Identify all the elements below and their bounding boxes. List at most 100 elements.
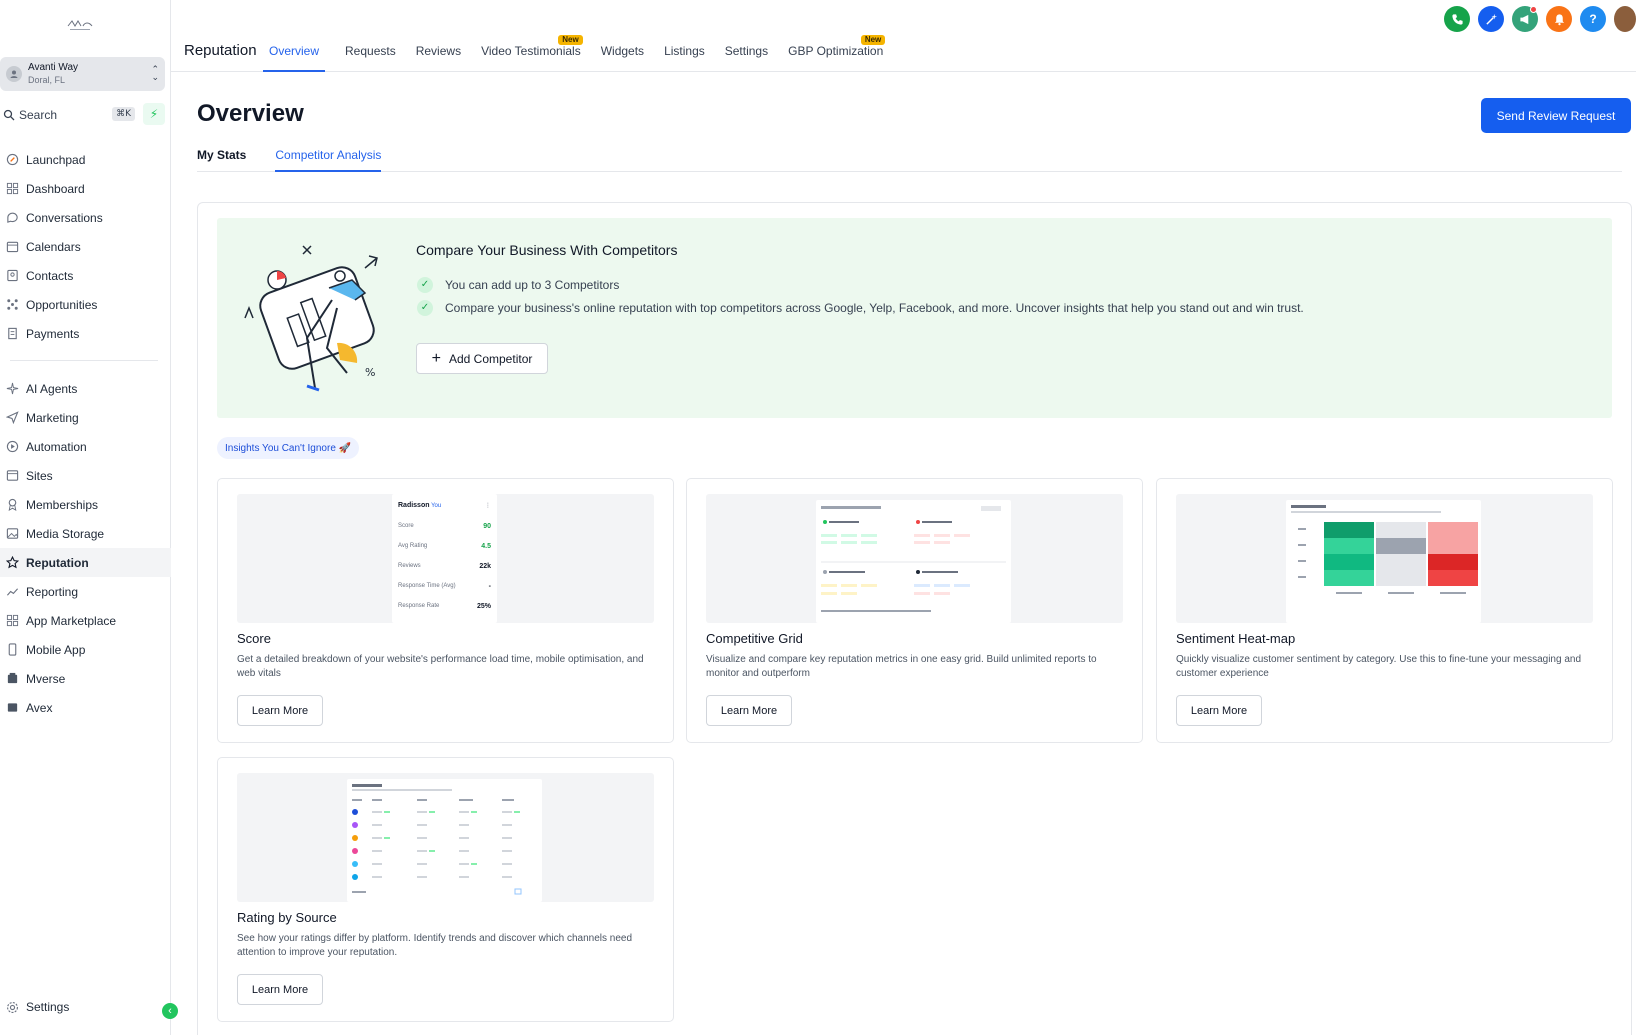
magic-icon[interactable] <box>1478 6 1504 32</box>
sidebar-settings[interactable]: Settings <box>5 1000 69 1014</box>
brand-logo[interactable] <box>66 18 94 34</box>
hero-bullet: ✓ Compare your business's online reputat… <box>417 296 1304 319</box>
tab-widgets[interactable]: Widgets <box>601 44 644 72</box>
quick-action-bolt-icon[interactable]: ⚡ <box>143 103 165 125</box>
learn-more-button[interactable]: Learn More <box>237 695 323 726</box>
mobile-icon <box>5 643 19 657</box>
help-icon[interactable]: ? <box>1580 6 1606 32</box>
card-competitive-grid: Competitive Grid Visualize and compare k… <box>686 478 1143 743</box>
sidebar-item-contacts[interactable]: Contacts <box>0 261 171 290</box>
top-actions: ? <box>1436 6 1636 32</box>
card-description: Quickly visualize customer sentiment by … <box>1176 654 1581 679</box>
sidebar-item-opportunities[interactable]: Opportunities <box>0 290 171 319</box>
search-input[interactable]: Search ⌘K <box>0 103 137 127</box>
tab-label: GBP Optimization <box>788 44 884 58</box>
sidebar-item-media-storage[interactable]: Media Storage <box>0 519 171 548</box>
sidebar-item-label: Reputation <box>26 555 89 570</box>
tab-overview[interactable]: Overview <box>263 44 326 72</box>
card-title: Sentiment Heat-map <box>1176 631 1296 646</box>
preview-value: 4.5 <box>481 542 491 550</box>
sidebar-item-memberships[interactable]: Memberships <box>0 490 171 519</box>
learn-more-button[interactable]: Learn More <box>237 974 323 1005</box>
preview-label: Reviews <box>398 563 421 569</box>
sidebar-item-label: Media Storage <box>26 526 105 541</box>
add-competitor-label: Add Competitor <box>448 351 533 366</box>
sidebar-item-dashboard[interactable]: Dashboard <box>0 174 171 203</box>
tab-gbp-optimization[interactable]: GBP Optimization New <box>788 35 886 72</box>
hero-bullet-text: Compare your business's online reputatio… <box>445 300 1304 315</box>
hero-bullet: ✓ You can add up to 3 Competitors <box>417 273 1304 296</box>
sidebar-item-calendars[interactable]: Calendars <box>0 232 171 261</box>
search-icon <box>3 109 15 121</box>
preview-header: Radisson <box>398 501 430 509</box>
competitive-grid-thumbnail <box>816 500 1011 623</box>
sidebar-item-label: Avex <box>26 700 53 715</box>
tab-settings[interactable]: Settings <box>725 44 768 72</box>
send-icon <box>5 411 19 425</box>
sidebar-divider <box>10 360 158 361</box>
megaphone-icon[interactable] <box>1512 6 1538 32</box>
gear-icon <box>5 1000 19 1014</box>
location-switcher[interactable]: Avanti Way Doral, FL ⌃ ⌄ <box>0 57 165 91</box>
sidebar-item-label: Payments <box>26 326 80 341</box>
sidebar-item-payments[interactable]: Payments <box>0 319 171 348</box>
sidebar-item-label: Calendars <box>26 239 81 254</box>
sidebar-item-conversations[interactable]: Conversations <box>0 203 171 232</box>
card-title: Rating by Source <box>237 910 337 925</box>
card-description: Get a detailed breakdown of your website… <box>237 654 644 679</box>
collapse-sidebar-button[interactable]: ‹ <box>162 1003 178 1019</box>
rating-source-thumbnail <box>347 779 542 902</box>
contacts-icon <box>5 269 19 283</box>
subtab-my-stats[interactable]: My Stats <box>197 148 247 162</box>
send-review-request-button[interactable]: Send Review Request <box>1481 98 1631 133</box>
competitor-analysis-panel: % Compare Your Business With Competitors… <box>197 202 1632 1035</box>
user-avatar[interactable] <box>1614 6 1636 32</box>
card-description: Visualize and compare key reputation met… <box>706 654 1097 679</box>
sidebar-item-avex[interactable]: Avex <box>0 693 171 722</box>
sidebar-nav-secondary: AI Agents Marketing Automation Sites Members… <box>0 374 171 722</box>
learn-more-button[interactable]: Learn More <box>706 695 792 726</box>
bell-icon[interactable] <box>1546 6 1572 32</box>
sidebar-item-sites[interactable]: Sites <box>0 461 171 490</box>
heatmap-thumbnail <box>1286 500 1481 623</box>
notification-dot <box>1530 6 1537 13</box>
phone-icon[interactable] <box>1444 6 1470 32</box>
learn-more-button[interactable]: Learn More <box>1176 695 1262 726</box>
page-title: Overview <box>197 100 304 127</box>
chat-icon <box>5 211 19 225</box>
sidebar-item-marketing[interactable]: Marketing <box>0 403 171 432</box>
sidebar-item-mobile-app[interactable]: Mobile App <box>0 635 171 664</box>
more-icon: ⋮ <box>485 502 491 509</box>
subtab-competitor-analysis[interactable]: Competitor Analysis <box>275 148 382 172</box>
sidebar-item-automation[interactable]: Automation <box>0 432 171 461</box>
location-name: Avanti Way <box>28 62 79 73</box>
sidebar-item-reporting[interactable]: Reporting <box>0 577 171 606</box>
svg-text:%: % <box>365 366 375 379</box>
card-title: Competitive Grid <box>706 631 803 646</box>
tab-requests[interactable]: Requests <box>345 44 396 72</box>
sidebar-item-mverse[interactable]: Mverse <box>0 664 171 693</box>
tab-video-testimonials[interactable]: Video Testimonials New <box>481 35 583 72</box>
tab-label: Overview <box>269 44 320 58</box>
hero-bullets: ✓ You can add up to 3 Competitors ✓ Comp… <box>417 273 1304 319</box>
sidebar-item-app-marketplace[interactable]: App Marketplace <box>0 606 171 635</box>
main-content: Overview Send Review Request My Stats Co… <box>171 72 1636 1035</box>
sidebar-item-reputation[interactable]: Reputation <box>0 548 171 577</box>
sidebar-item-launchpad[interactable]: Launchpad <box>0 145 171 174</box>
tab-label: Listings <box>664 44 705 58</box>
module-tabs: Overview Requests Reviews Video Testimonial… <box>263 35 903 72</box>
tab-listings[interactable]: Listings <box>664 44 705 72</box>
sparkle-icon <box>5 382 19 396</box>
tab-label: Widgets <box>600 44 645 58</box>
location-avatar-icon <box>6 66 22 82</box>
chevron-updown-icon: ⌃ ⌄ <box>151 64 159 82</box>
competitor-illustration: % <box>244 245 378 392</box>
tab-reviews[interactable]: Reviews <box>416 44 461 72</box>
grid-icon <box>5 182 19 196</box>
sidebar-item-label: Dashboard <box>26 181 85 196</box>
add-competitor-button[interactable]: + Add Competitor <box>416 343 548 374</box>
preview-badge: You <box>431 502 442 509</box>
sidebar-item-label: Mobile App <box>26 642 86 657</box>
rocket-icon <box>5 153 19 167</box>
sidebar-item-ai-agents[interactable]: AI Agents <box>0 374 171 403</box>
